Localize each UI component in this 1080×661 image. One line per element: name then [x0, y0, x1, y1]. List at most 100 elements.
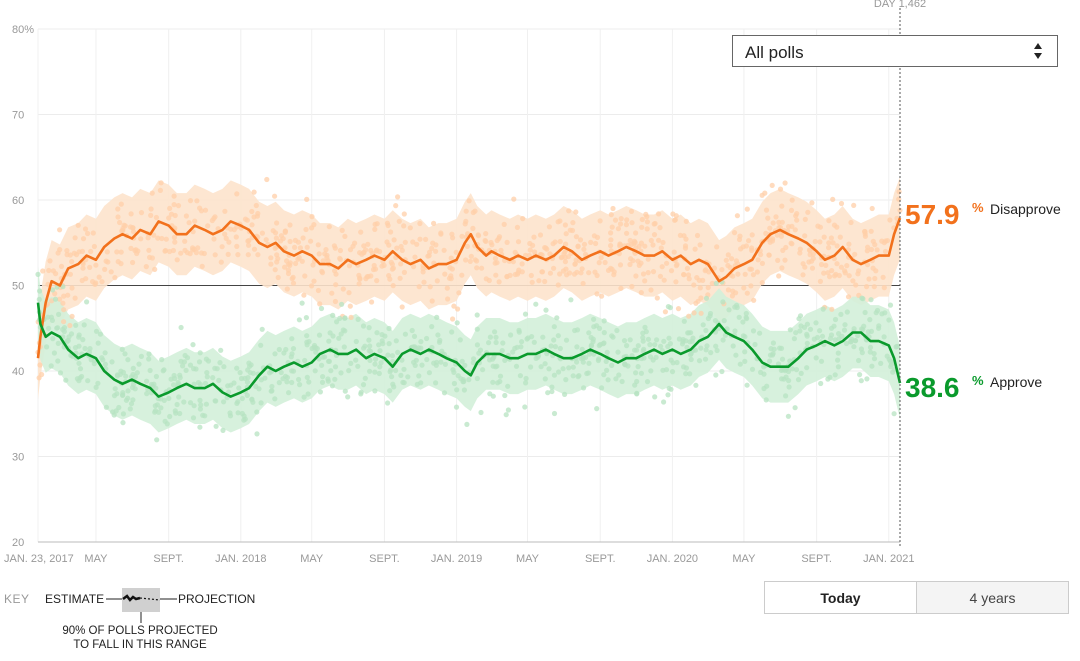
approve-poll-dot	[244, 379, 251, 385]
approve-poll-dot	[487, 391, 493, 397]
disapprove-poll-dot	[194, 198, 200, 204]
disapprove-poll-dot	[662, 309, 669, 315]
approve-poll-dot	[858, 346, 865, 352]
disapprove-poll-dot	[104, 249, 110, 255]
approve-poll-dot	[881, 334, 887, 340]
approve-poll-dot	[635, 343, 641, 349]
disapprove-poll-dot	[466, 198, 472, 204]
approve-poll-dot	[130, 365, 136, 371]
approve-poll-dot	[599, 385, 605, 391]
disapprove-poll-dot	[512, 249, 518, 255]
approve-poll-dot	[693, 382, 699, 388]
disapprove-poll-dot	[311, 278, 317, 284]
disapprove-poll-dot	[329, 290, 335, 296]
approve-poll-dot	[302, 357, 308, 364]
approve-poll-dot	[585, 370, 591, 376]
approve-poll-dot	[596, 342, 602, 349]
disapprove-poll-dot	[873, 268, 879, 274]
disapprove-poll-dot	[356, 281, 362, 287]
disapprove-poll-dot	[358, 229, 364, 235]
approve-poll-dot	[114, 391, 120, 397]
approve-poll-dot	[63, 377, 69, 383]
approve-poll-dot	[793, 330, 799, 336]
disapprove-poll-dot	[255, 210, 261, 217]
approve-poll-dot	[405, 374, 411, 380]
disapprove-poll-dot	[671, 249, 677, 255]
key-estimate-line	[122, 594, 141, 602]
disapprove-poll-dot	[581, 246, 587, 252]
approve-poll-dot	[239, 410, 245, 417]
disapprove-poll-dot	[371, 262, 377, 269]
x-tick-label: JAN. 2021	[863, 553, 914, 565]
disapprove-poll-dot	[342, 233, 348, 239]
approve-poll-dot	[338, 370, 344, 376]
day-marker-label: DAY 1,462	[874, 0, 926, 10]
disapprove-poll-dot	[750, 272, 757, 278]
approve-poll-dot	[316, 332, 323, 338]
disapprove-poll-dot	[654, 295, 660, 301]
disapprove-poll-dot	[573, 234, 580, 240]
disapprove-poll-dot	[148, 212, 154, 218]
disapprove-poll-dot	[868, 228, 874, 234]
key-note: 90% OF POLLS PROJECTED TO FALL IN THIS R…	[40, 624, 240, 652]
disapprove-poll-dot	[730, 288, 736, 294]
disapprove-poll-dot	[55, 250, 61, 256]
disapprove-poll-dot	[304, 196, 310, 202]
disapprove-poll-dot	[302, 273, 308, 279]
approve-poll-dot	[508, 332, 514, 338]
approve-poll-dot	[528, 364, 534, 370]
approve-poll-dot	[566, 365, 572, 371]
disapprove-poll-dot	[645, 256, 651, 262]
approve-poll-dot	[588, 343, 594, 349]
disapprove-poll-dot	[794, 217, 800, 223]
disapprove-poll-dot	[591, 233, 598, 239]
approve-poll-dot	[305, 391, 311, 397]
disapprove-poll-dot	[325, 258, 331, 264]
disapprove-poll-dot	[184, 250, 190, 256]
disapprove-poll-dot	[234, 243, 240, 249]
approve-poll-dot	[433, 380, 439, 386]
approve-poll-dot	[380, 341, 386, 347]
approve-poll-dot	[522, 311, 529, 317]
disapprove-poll-dot	[639, 224, 645, 230]
disapprove-poll-dot	[723, 257, 729, 263]
approve-poll-dot	[44, 344, 50, 350]
approve-poll-dot	[842, 322, 848, 328]
approve-poll-dot	[791, 336, 798, 342]
approve-poll-dot	[604, 349, 610, 355]
disapprove-poll-dot	[159, 235, 165, 242]
approve-poll-dot	[570, 364, 576, 370]
disapprove-poll-dot	[700, 277, 706, 283]
approve-poll-dot	[113, 408, 119, 414]
disapprove-poll-dot	[789, 197, 795, 203]
approve-poll-dot	[183, 367, 189, 373]
approve-poll-dot	[332, 376, 338, 382]
toggle-4-years-button[interactable]: 4 years	[917, 582, 1068, 613]
approve-poll-dot	[519, 339, 525, 345]
approve-poll-dot	[409, 327, 415, 334]
approve-poll-dot	[737, 361, 743, 367]
disapprove-poll-dot	[429, 245, 435, 251]
approve-poll-dot	[144, 391, 150, 397]
poll-filter-select[interactable]: All polls	[732, 35, 1058, 67]
approve-poll-dot	[832, 372, 838, 378]
disapprove-poll-dot	[650, 242, 656, 248]
disapprove-poll-dot	[850, 278, 856, 284]
approve-poll-dot	[304, 339, 310, 345]
disapprove-poll-dot	[332, 245, 338, 251]
disapprove-poll-dot	[851, 202, 857, 208]
disapprove-poll-dot	[817, 278, 824, 284]
disapprove-poll-dot	[332, 298, 338, 305]
toggle-today-button[interactable]: Today	[765, 582, 917, 613]
disapprove-poll-dot	[562, 222, 569, 228]
approve-poll-dot	[312, 368, 318, 374]
disapprove-poll-dot	[827, 274, 833, 280]
disapprove-poll-dot	[792, 227, 798, 233]
x-tick-label: SEPT.	[153, 553, 184, 565]
approve-poll-dot	[172, 375, 178, 382]
disapprove-poll-dot	[648, 237, 654, 244]
approve-poll-dot	[786, 384, 792, 390]
disapprove-poll-dot	[788, 207, 795, 213]
approve-poll-dot	[843, 340, 850, 347]
disapprove-poll-dot	[401, 223, 407, 229]
